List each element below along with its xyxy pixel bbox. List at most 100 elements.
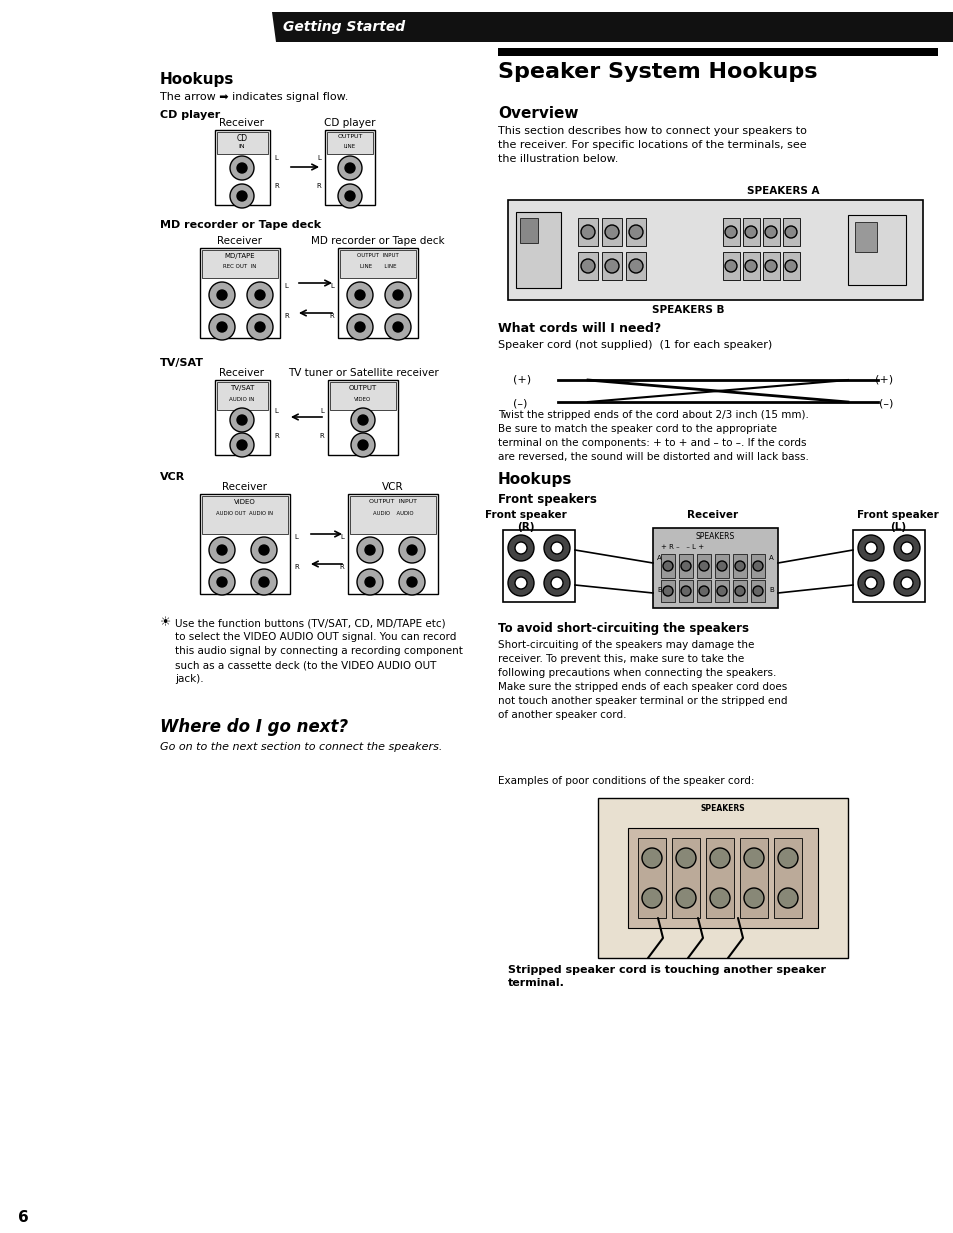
Text: VIDEO: VIDEO xyxy=(354,397,372,402)
Text: Short-circuiting of the speakers may damage the
receiver. To prevent this, make : Short-circuiting of the speakers may dam… xyxy=(497,640,786,720)
Circle shape xyxy=(507,570,534,596)
Text: TV tuner or Satellite receiver: TV tuner or Satellite receiver xyxy=(287,367,438,379)
Circle shape xyxy=(398,538,424,563)
Bar xyxy=(732,580,746,602)
Bar xyxy=(214,129,270,205)
Bar xyxy=(625,218,645,247)
Circle shape xyxy=(778,848,797,868)
Circle shape xyxy=(365,545,375,555)
Bar xyxy=(348,494,437,594)
Text: Receiver: Receiver xyxy=(219,367,264,379)
Text: Receiver: Receiver xyxy=(222,482,267,492)
Text: L: L xyxy=(330,284,334,289)
Circle shape xyxy=(209,538,234,563)
Bar xyxy=(762,252,780,280)
Bar xyxy=(705,838,733,919)
Circle shape xyxy=(604,259,618,272)
Bar xyxy=(671,838,700,919)
Text: Overview: Overview xyxy=(497,106,578,121)
Bar xyxy=(742,218,760,247)
Circle shape xyxy=(857,535,883,561)
Text: B: B xyxy=(657,587,661,593)
Bar xyxy=(714,580,728,602)
Circle shape xyxy=(258,545,269,555)
Bar xyxy=(200,494,290,594)
Bar xyxy=(502,530,575,602)
Circle shape xyxy=(515,543,526,554)
Bar xyxy=(625,252,645,280)
Circle shape xyxy=(345,191,355,201)
Text: (+): (+) xyxy=(513,375,531,385)
Circle shape xyxy=(236,416,247,425)
Text: R: R xyxy=(294,563,298,570)
Circle shape xyxy=(551,543,562,554)
Circle shape xyxy=(893,535,919,561)
Text: What cords will I need?: What cords will I need? xyxy=(497,322,660,335)
Circle shape xyxy=(734,586,744,596)
Text: Go on to the next section to connect the speakers.: Go on to the next section to connect the… xyxy=(160,742,442,752)
Circle shape xyxy=(385,314,411,340)
Bar xyxy=(742,252,760,280)
Bar xyxy=(601,252,621,280)
Text: A: A xyxy=(768,555,773,561)
Text: (+): (+) xyxy=(874,375,892,385)
Circle shape xyxy=(543,535,569,561)
Bar xyxy=(782,252,800,280)
Circle shape xyxy=(251,568,276,596)
Text: B: B xyxy=(768,587,773,593)
Circle shape xyxy=(507,535,534,561)
Bar xyxy=(852,530,924,602)
Bar xyxy=(697,580,710,602)
Bar xyxy=(214,380,270,455)
Text: Use the function buttons (TV/SAT, CD, MD/TAPE etc)
to select the VIDEO AUDIO OUT: Use the function buttons (TV/SAT, CD, MD… xyxy=(174,618,462,684)
Circle shape xyxy=(784,260,796,272)
Bar xyxy=(325,129,375,205)
Circle shape xyxy=(407,577,416,587)
Circle shape xyxy=(717,586,726,596)
Bar xyxy=(200,248,280,338)
Circle shape xyxy=(628,224,642,239)
Circle shape xyxy=(900,543,912,554)
Circle shape xyxy=(355,290,365,300)
Text: TV/SAT: TV/SAT xyxy=(230,385,253,391)
Circle shape xyxy=(641,848,661,868)
Text: 6: 6 xyxy=(18,1210,29,1226)
Circle shape xyxy=(247,282,273,308)
Text: CD player: CD player xyxy=(160,110,220,120)
Text: R: R xyxy=(315,182,320,189)
Circle shape xyxy=(676,848,696,868)
Text: + R –   – L +: + R – – L + xyxy=(660,544,703,550)
Bar xyxy=(762,218,780,247)
Circle shape xyxy=(216,577,227,587)
Circle shape xyxy=(743,848,763,868)
Circle shape xyxy=(724,260,737,272)
Circle shape xyxy=(515,577,526,589)
Bar xyxy=(202,496,288,534)
Circle shape xyxy=(893,570,919,596)
Circle shape xyxy=(717,561,726,571)
Text: Receiver: Receiver xyxy=(217,236,262,247)
Text: R: R xyxy=(274,433,278,439)
Text: MD/TAPE: MD/TAPE xyxy=(225,253,255,259)
Text: AUDIO    AUDIO: AUDIO AUDIO xyxy=(373,510,413,515)
Circle shape xyxy=(604,224,618,239)
Circle shape xyxy=(216,290,227,300)
Circle shape xyxy=(347,314,373,340)
Circle shape xyxy=(662,586,672,596)
Text: L: L xyxy=(340,534,344,540)
Circle shape xyxy=(407,545,416,555)
Bar xyxy=(350,496,436,534)
Circle shape xyxy=(724,226,737,238)
Bar xyxy=(854,222,876,252)
Bar xyxy=(516,212,560,289)
Circle shape xyxy=(734,561,744,571)
Text: R: R xyxy=(274,182,278,189)
Circle shape xyxy=(398,568,424,596)
Text: Hookups: Hookups xyxy=(160,72,234,88)
Text: OUTPUT: OUTPUT xyxy=(349,385,376,391)
Polygon shape xyxy=(272,12,953,42)
Bar xyxy=(722,218,740,247)
Text: LINE: LINE xyxy=(344,144,355,149)
Bar xyxy=(750,580,764,602)
Circle shape xyxy=(699,586,708,596)
